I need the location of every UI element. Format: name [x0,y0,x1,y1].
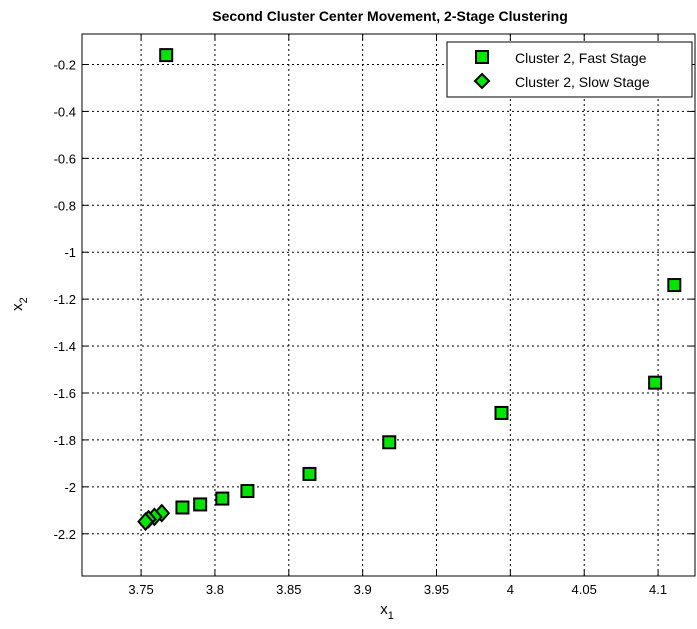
x-tick-label: 3.75 [128,582,153,597]
fast-stage-point [667,278,682,293]
legend-label-fast-stage: Cluster 2, Fast Stage [515,50,647,66]
y-axis-label: x2 [9,297,30,311]
fast-stage-point [175,500,190,515]
chart-title: Second Cluster Center Movement, 2-Stage … [212,8,568,24]
fast-stage-point [648,375,663,390]
legend-diamond-marker [473,72,491,90]
x-axis-label-subscript: 1 [388,610,394,622]
fast-stage-point [193,497,208,512]
x-tick-label: 3.85 [276,582,301,597]
y-tick-label: -0.2 [54,58,76,73]
x-tick-labels: 3.75 3.8 3.85 3.9 3.95 4 4.05 4.1 [128,582,667,597]
fast-stage-point [215,491,230,506]
y-tick-label: -2 [64,480,76,495]
x-tick-label: 3.9 [354,582,372,597]
fast-stage-point [382,435,397,450]
y-tick-label: -1.8 [54,433,76,448]
x-tick-label: 4.1 [649,582,667,597]
plot-area [81,33,696,577]
y-tick-label: -0.8 [54,198,76,213]
y-tick-label: -2.2 [54,527,76,542]
fast-stage-point [159,48,174,63]
x-tick-label: 4 [507,582,514,597]
fast-stage-point [302,466,317,481]
ticks [82,34,695,576]
slow-stage-point [137,512,154,532]
x-tick-label: 3.95 [424,582,449,597]
y-axis-label-subscript: 2 [18,297,30,303]
y-tick-label: -1.6 [54,386,76,401]
y-tick-labels: -0.2 -0.4 -0.6 -0.8 -1 -1.2 -1.4 -1.6 -1.8 -2 -2.2 [54,58,76,542]
y-tick-label: -1.4 [54,339,76,354]
x-tick-label: 4.05 [572,582,597,597]
y-tick-label: -1.2 [54,292,76,307]
grid [82,34,695,576]
legend-square-marker [475,50,489,64]
y-tick-label: -0.4 [54,104,76,119]
legend: Cluster 2, Fast Stage Cluster 2, Slow St… [446,41,693,98]
data-points [137,48,682,532]
x-axis-label: x1 [380,601,394,622]
y-tick-label: -0.6 [54,151,76,166]
y-tick-label: -1 [64,245,76,260]
fast-stage-point [494,405,509,420]
x-tick-label: 3.8 [206,582,224,597]
legend-label-slow-stage: Cluster 2, Slow Stage [515,74,650,90]
fast-stage-point [240,484,255,499]
